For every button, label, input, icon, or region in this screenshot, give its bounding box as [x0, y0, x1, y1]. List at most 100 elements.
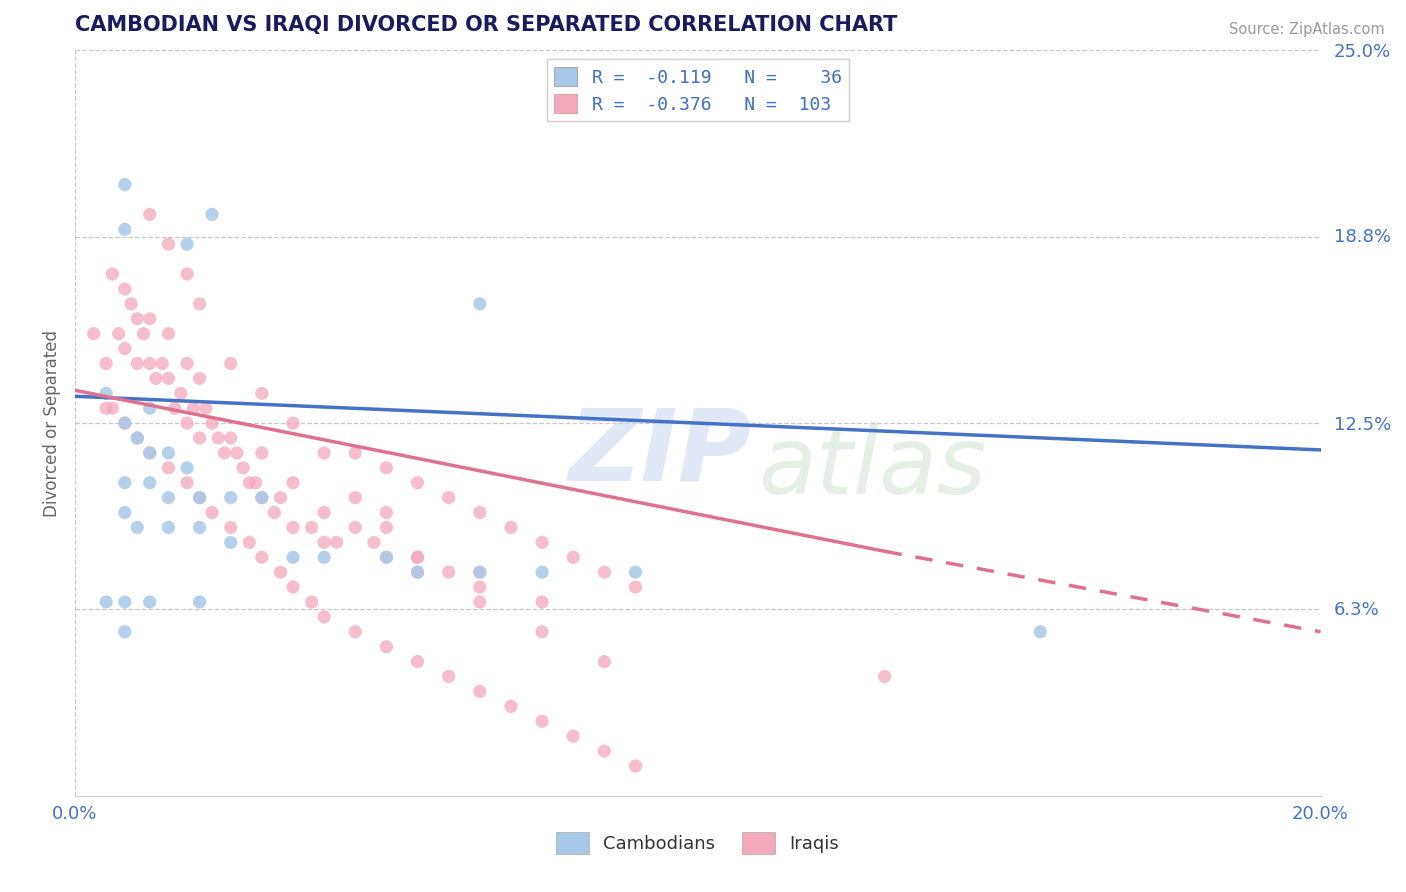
Point: [531, 714, 554, 729]
Point: [437, 491, 460, 505]
Point: [157, 371, 180, 385]
Point: [176, 356, 198, 370]
Point: [468, 297, 491, 311]
Point: [219, 520, 242, 534]
Point: [531, 535, 554, 549]
Point: [250, 550, 273, 565]
Point: [114, 506, 136, 520]
Text: CAMBODIAN VS IRAQI DIVORCED OR SEPARATED CORRELATION CHART: CAMBODIAN VS IRAQI DIVORCED OR SEPARATED…: [75, 15, 897, 35]
Point: [325, 535, 347, 549]
Point: [114, 282, 136, 296]
Point: [139, 446, 162, 460]
Text: ZIP: ZIP: [569, 404, 752, 501]
Text: atlas: atlas: [758, 422, 986, 513]
Point: [344, 624, 367, 639]
Point: [83, 326, 105, 341]
Point: [139, 401, 162, 416]
Point: [281, 475, 304, 490]
Point: [363, 535, 385, 549]
Point: [127, 356, 149, 370]
Point: [219, 535, 242, 549]
Point: [375, 640, 398, 654]
Point: [132, 326, 155, 341]
Point: [188, 431, 211, 445]
Point: [238, 535, 260, 549]
Point: [94, 595, 117, 609]
Point: [139, 595, 162, 609]
Point: [406, 655, 429, 669]
Point: [219, 356, 242, 370]
Point: [114, 222, 136, 236]
Point: [406, 550, 429, 565]
Point: [624, 580, 647, 594]
Point: [157, 446, 180, 460]
Point: [562, 550, 585, 565]
Point: [188, 595, 211, 609]
Point: [188, 371, 211, 385]
Point: [250, 446, 273, 460]
Point: [437, 565, 460, 579]
Point: [250, 491, 273, 505]
Point: [157, 237, 180, 252]
Point: [94, 386, 117, 401]
Point: [114, 416, 136, 430]
Point: [114, 416, 136, 430]
Point: [188, 491, 211, 505]
Point: [127, 431, 149, 445]
Point: [139, 446, 162, 460]
Point: [201, 506, 224, 520]
Point: [145, 371, 167, 385]
Point: [238, 475, 260, 490]
Point: [201, 207, 224, 221]
Point: [499, 699, 522, 714]
Point: [219, 491, 242, 505]
Point: [188, 491, 211, 505]
Point: [437, 669, 460, 683]
Point: [127, 431, 149, 445]
Point: [531, 624, 554, 639]
Point: [245, 475, 267, 490]
Point: [207, 431, 229, 445]
Point: [183, 401, 205, 416]
Point: [250, 491, 273, 505]
Point: [270, 491, 292, 505]
Point: [157, 326, 180, 341]
Point: [375, 506, 398, 520]
Point: [468, 506, 491, 520]
Point: [107, 326, 129, 341]
Point: [314, 610, 336, 624]
Text: Source: ZipAtlas.com: Source: ZipAtlas.com: [1229, 22, 1385, 37]
Point: [114, 595, 136, 609]
Point: [214, 446, 236, 460]
Point: [114, 342, 136, 356]
Point: [127, 311, 149, 326]
Point: [624, 565, 647, 579]
Legend: R =  -0.119   N =    36, R =  -0.376   N =  103: R = -0.119 N = 36, R = -0.376 N = 103: [547, 60, 849, 121]
Point: [281, 416, 304, 430]
Point: [250, 386, 273, 401]
Point: [531, 565, 554, 579]
Point: [120, 297, 142, 311]
Point: [201, 416, 224, 430]
Point: [94, 356, 117, 370]
Point: [101, 267, 124, 281]
Point: [127, 520, 149, 534]
Point: [176, 475, 198, 490]
Point: [468, 565, 491, 579]
Point: [314, 535, 336, 549]
Point: [375, 460, 398, 475]
Point: [301, 520, 323, 534]
Point: [375, 550, 398, 565]
Point: [150, 356, 173, 370]
Point: [593, 565, 616, 579]
Point: [314, 550, 336, 565]
Point: [176, 267, 198, 281]
Point: [562, 729, 585, 743]
Point: [226, 446, 249, 460]
Point: [344, 446, 367, 460]
Point: [406, 550, 429, 565]
Point: [406, 565, 429, 579]
Point: [281, 580, 304, 594]
Point: [232, 460, 254, 475]
Point: [375, 520, 398, 534]
